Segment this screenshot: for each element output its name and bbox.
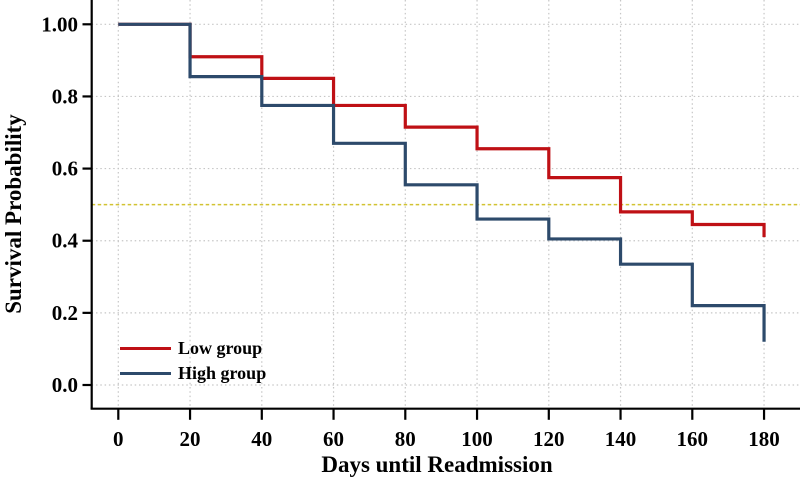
svg-text:180: 180	[748, 427, 780, 451]
svg-text:140: 140	[605, 427, 637, 451]
legend-item-high-group: High group	[120, 361, 266, 386]
svg-text:120: 120	[533, 427, 565, 451]
svg-text:0: 0	[113, 427, 124, 451]
legend-label-low-group: Low group	[178, 338, 263, 358]
svg-text:0.0: 0.0	[52, 373, 78, 397]
svg-text:0.4: 0.4	[52, 229, 79, 253]
x-axis-title: Days until Readmission	[321, 452, 553, 477]
legend: Low group High group	[120, 336, 266, 386]
svg-text:60: 60	[323, 427, 344, 451]
legend-item-low-group: Low group	[120, 336, 266, 361]
svg-text:160: 160	[677, 427, 709, 451]
svg-text:0.2: 0.2	[52, 301, 78, 325]
high-group-line-swatch	[120, 372, 171, 375]
legend-label-high-group: High group	[178, 363, 267, 383]
low-group-line-swatch	[120, 347, 171, 350]
svg-text:1.00: 1.00	[41, 12, 78, 36]
svg-text:0.8: 0.8	[52, 84, 78, 108]
svg-text:20: 20	[180, 427, 201, 451]
svg-text:80: 80	[395, 427, 416, 451]
svg-text:0.6: 0.6	[52, 157, 78, 181]
svg-text:100: 100	[461, 427, 493, 451]
y-axis-title: Survival Probability	[1, 114, 26, 314]
svg-text:40: 40	[251, 427, 272, 451]
